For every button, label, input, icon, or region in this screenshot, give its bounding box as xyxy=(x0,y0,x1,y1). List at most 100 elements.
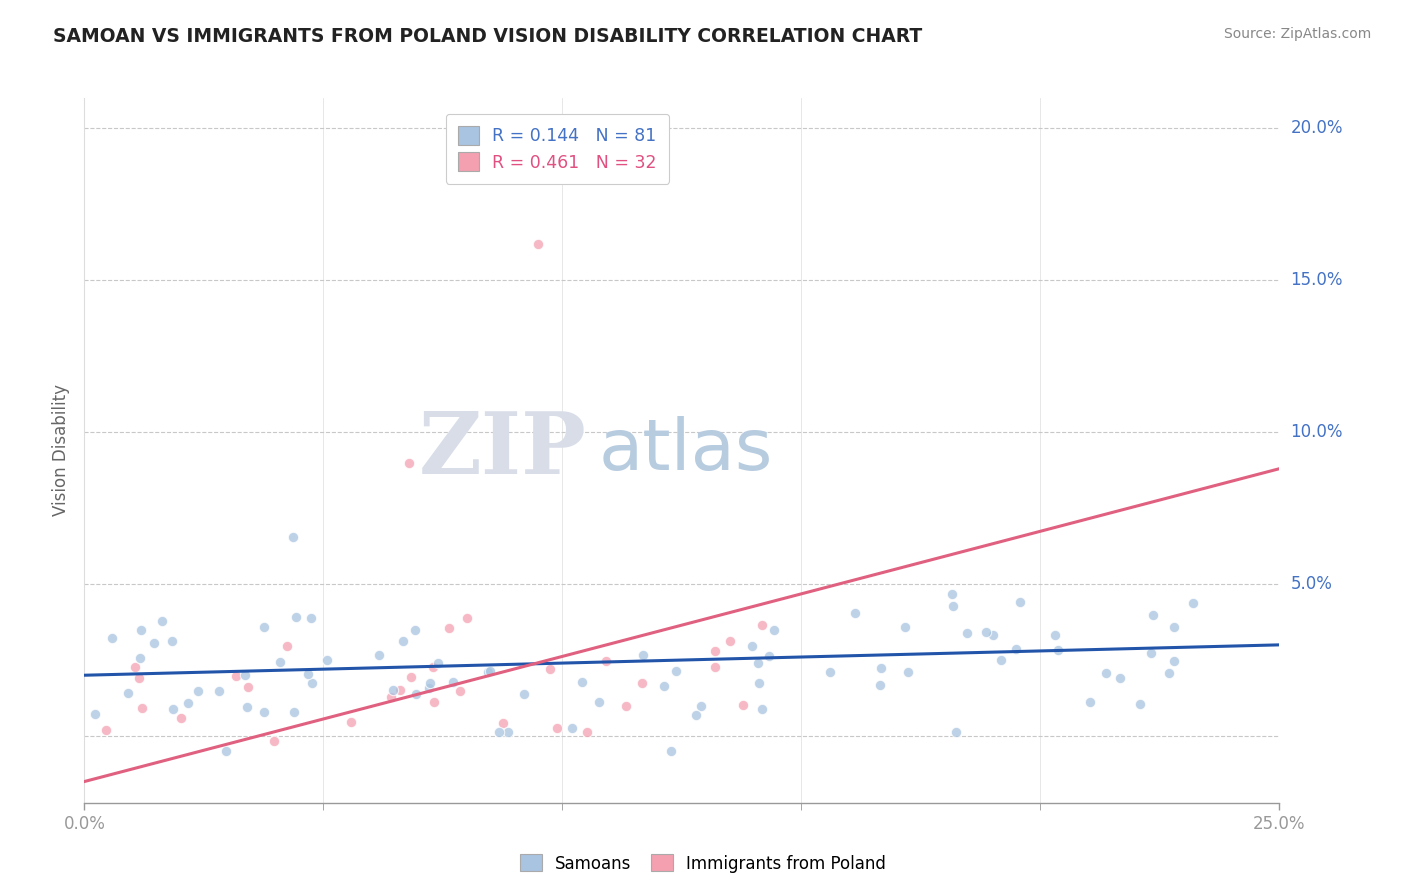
Point xyxy=(392,634,415,648)
Text: SAMOAN VS IMMIGRANTS FROM POLAND VISION DISABILITY CORRELATION CHART: SAMOAN VS IMMIGRANTS FROM POLAND VISION … xyxy=(53,27,922,45)
Point xyxy=(214,744,236,758)
Text: atlas: atlas xyxy=(599,416,773,485)
Point xyxy=(1182,596,1205,610)
Text: 15.0%: 15.0% xyxy=(1291,271,1343,289)
Point xyxy=(704,644,727,658)
Point xyxy=(128,650,150,665)
Point xyxy=(269,655,291,669)
Point xyxy=(945,724,967,739)
Point xyxy=(942,599,965,614)
Point xyxy=(513,687,536,701)
Point xyxy=(561,721,583,735)
Point xyxy=(187,684,209,698)
Point xyxy=(101,631,124,645)
Point xyxy=(1159,665,1181,680)
Point xyxy=(491,716,513,731)
Point xyxy=(488,725,510,739)
Point xyxy=(718,634,741,648)
Point xyxy=(956,626,979,640)
Point xyxy=(177,696,200,710)
Point xyxy=(162,702,184,716)
Point xyxy=(1043,628,1066,642)
Point xyxy=(588,694,610,708)
Point xyxy=(897,665,920,679)
Text: ZIP: ZIP xyxy=(419,409,586,492)
Point xyxy=(685,707,707,722)
Point xyxy=(1139,646,1161,660)
Point xyxy=(479,664,502,678)
Point xyxy=(1142,608,1164,623)
Text: Source: ZipAtlas.com: Source: ZipAtlas.com xyxy=(1223,27,1371,41)
Point xyxy=(236,681,259,695)
Point xyxy=(576,724,599,739)
Point xyxy=(1005,641,1028,656)
Point xyxy=(1129,697,1152,711)
Point xyxy=(741,640,763,654)
Point xyxy=(870,661,893,675)
Point xyxy=(404,623,426,637)
Point xyxy=(160,634,183,648)
Point xyxy=(426,657,449,671)
Point xyxy=(748,676,770,690)
Point xyxy=(299,610,322,624)
Text: 5.0%: 5.0% xyxy=(1291,575,1333,593)
Point xyxy=(654,679,676,693)
Point xyxy=(236,699,259,714)
Point xyxy=(150,614,173,628)
Point xyxy=(380,690,402,704)
Point xyxy=(284,610,307,624)
Point xyxy=(129,623,152,637)
Point xyxy=(233,667,256,681)
Point xyxy=(340,714,363,729)
Point xyxy=(398,456,420,470)
Point xyxy=(225,669,247,683)
Point xyxy=(1163,654,1185,668)
Point xyxy=(253,705,276,719)
Point xyxy=(614,698,637,713)
Point xyxy=(893,620,915,634)
Point xyxy=(747,656,769,670)
Point xyxy=(389,682,412,697)
Point xyxy=(751,618,773,632)
Point xyxy=(820,665,842,680)
Point xyxy=(631,648,654,662)
Point xyxy=(538,663,561,677)
Point xyxy=(439,621,461,635)
Point xyxy=(751,702,773,716)
Point xyxy=(1047,642,1070,657)
Point xyxy=(399,670,422,684)
Point xyxy=(423,695,446,709)
Point xyxy=(405,687,427,701)
Legend: R = 0.144   N = 81, R = 0.461   N = 32: R = 0.144 N = 81, R = 0.461 N = 32 xyxy=(446,114,669,184)
Point xyxy=(131,701,153,715)
Point xyxy=(704,660,727,674)
Text: 10.0%: 10.0% xyxy=(1291,423,1343,442)
Point xyxy=(301,676,323,690)
Point xyxy=(456,610,478,624)
Point xyxy=(208,683,231,698)
Legend: Samoans, Immigrants from Poland: Samoans, Immigrants from Poland xyxy=(513,847,893,880)
Point xyxy=(631,675,654,690)
Point xyxy=(1163,620,1185,634)
Point xyxy=(733,698,755,713)
Point xyxy=(283,705,305,719)
Point xyxy=(422,660,444,674)
Point xyxy=(595,654,617,668)
Point xyxy=(263,734,285,748)
Point xyxy=(276,639,298,653)
Point xyxy=(117,686,139,700)
Point xyxy=(762,623,785,637)
Point xyxy=(758,649,780,664)
Point xyxy=(170,711,193,725)
Point xyxy=(844,607,866,621)
Point xyxy=(976,624,998,639)
Text: 20.0%: 20.0% xyxy=(1291,120,1343,137)
Point xyxy=(128,671,150,685)
Point xyxy=(477,665,499,679)
Point xyxy=(367,648,389,662)
Point xyxy=(297,667,319,681)
Point xyxy=(527,236,550,251)
Point xyxy=(496,725,519,739)
Point xyxy=(281,530,304,544)
Point xyxy=(381,683,404,698)
